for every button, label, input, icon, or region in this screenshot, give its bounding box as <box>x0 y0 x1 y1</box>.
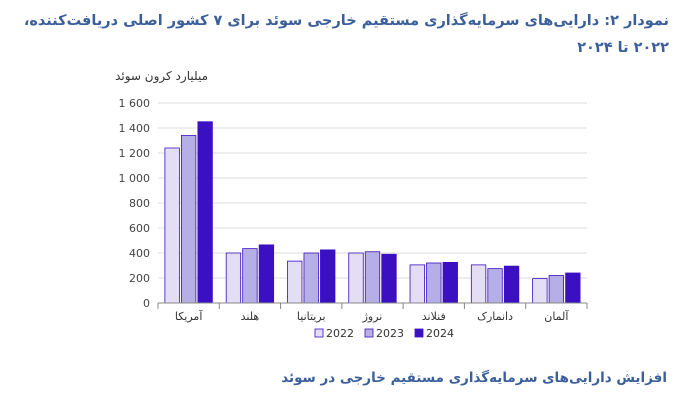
x-axis <box>157 302 588 309</box>
bar <box>164 147 180 304</box>
x-tick-label: آلمان <box>544 309 569 323</box>
bar <box>287 260 303 304</box>
y-tick-label: 1 000 <box>119 172 151 185</box>
legend-label: 2023 <box>376 327 404 340</box>
bar <box>487 268 503 304</box>
bar <box>197 121 213 304</box>
bar <box>470 264 487 304</box>
bar <box>381 253 397 304</box>
bar-chart: میلیارد کرون سوئد 0 200 400 600 800 1 000 1 20… <box>115 69 588 340</box>
bar <box>503 265 520 304</box>
bar <box>258 244 275 304</box>
x-tick-label: دانمارک <box>477 310 513 323</box>
bar <box>180 135 197 304</box>
bar <box>320 249 336 304</box>
bar <box>442 261 458 304</box>
bar <box>548 275 565 304</box>
bars <box>164 121 581 304</box>
y-tick-label: 600 <box>129 222 150 235</box>
x-tick-label: آمریکا <box>175 309 203 323</box>
x-tick-label: فنلاند <box>422 310 446 323</box>
bar <box>532 278 548 304</box>
legend-swatch <box>414 328 424 338</box>
y-tick-label: 800 <box>129 197 150 210</box>
y-tick-label: 0 <box>143 297 150 310</box>
bar <box>225 252 242 304</box>
bar <box>364 251 381 304</box>
y-tick-label: 400 <box>129 247 150 260</box>
bar <box>409 264 425 304</box>
y-tick-label: 1 400 <box>119 122 151 135</box>
bar <box>348 252 364 304</box>
legend: 2022 2023 2024 <box>314 327 454 340</box>
chart-caption: افزایش دارایی‌های سرمایه‌گذاری مستقیم خا… <box>281 370 667 386</box>
y-axis-label: میلیارد کرون سوئد <box>115 69 208 84</box>
x-tick-label: هلند <box>241 310 260 323</box>
y-tick-label: 200 <box>129 272 150 285</box>
legend-label: 2022 <box>326 327 354 340</box>
bar <box>303 252 319 304</box>
legend-swatch <box>314 328 324 338</box>
y-tick-label: 1 200 <box>119 147 151 160</box>
bar <box>565 272 581 304</box>
y-tick-label: 1 600 <box>119 97 151 110</box>
bar <box>426 262 442 304</box>
y-axis-ticks: 0 200 400 600 800 1 000 1 200 1 400 1 600 <box>119 97 151 310</box>
x-tick-label: نروژ <box>362 310 383 323</box>
legend-swatch <box>364 328 374 338</box>
x-axis-labels: آمریکا هلند بریتانیا نروژ فنلاند دانمارک آلمان <box>175 309 570 323</box>
bar <box>242 248 258 304</box>
legend-label: 2024 <box>426 327 454 340</box>
chart-title: نمودار ۲: دارایی‌های سرمایه‌گذاری مستقیم… <box>23 13 669 56</box>
x-tick-label: بریتانیا <box>297 310 326 323</box>
